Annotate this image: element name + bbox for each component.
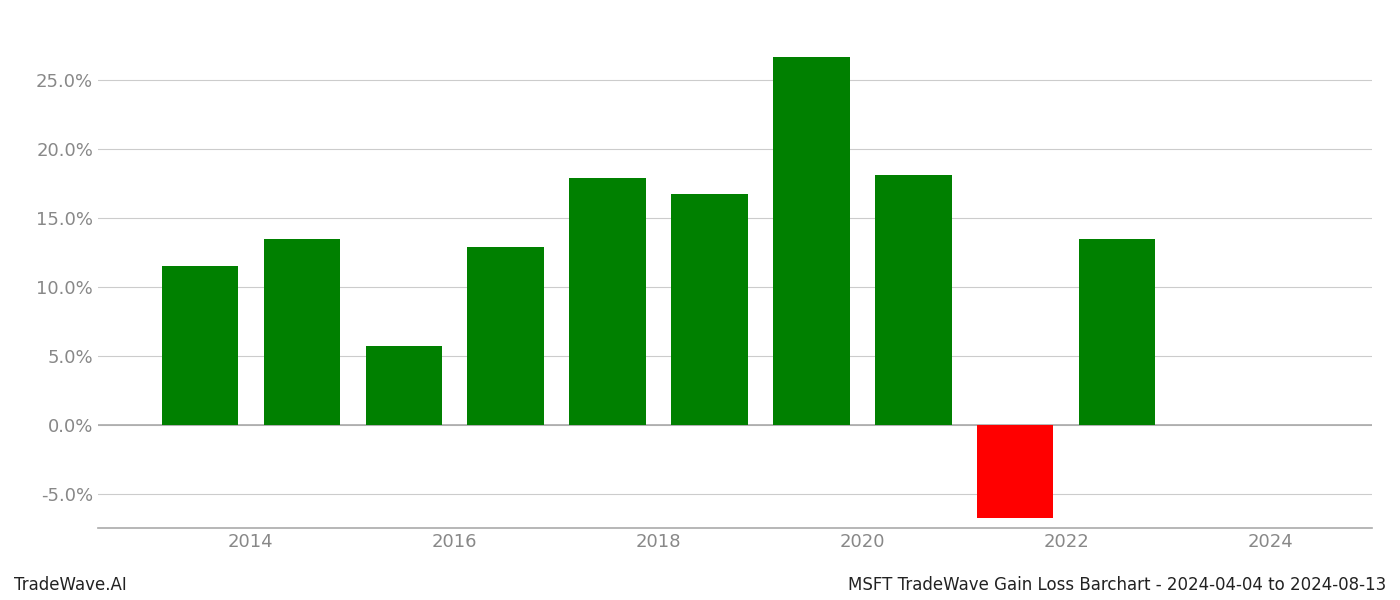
Text: TradeWave.AI: TradeWave.AI: [14, 576, 127, 594]
Bar: [977, 425, 1053, 518]
Bar: [1079, 239, 1155, 425]
Bar: [875, 175, 952, 425]
Bar: [468, 247, 543, 425]
Bar: [773, 56, 850, 425]
Bar: [672, 194, 748, 425]
Bar: [263, 239, 340, 425]
Bar: [570, 178, 645, 425]
Bar: [162, 266, 238, 425]
Text: MSFT TradeWave Gain Loss Barchart - 2024-04-04 to 2024-08-13: MSFT TradeWave Gain Loss Barchart - 2024…: [848, 576, 1386, 594]
Bar: [365, 346, 442, 425]
